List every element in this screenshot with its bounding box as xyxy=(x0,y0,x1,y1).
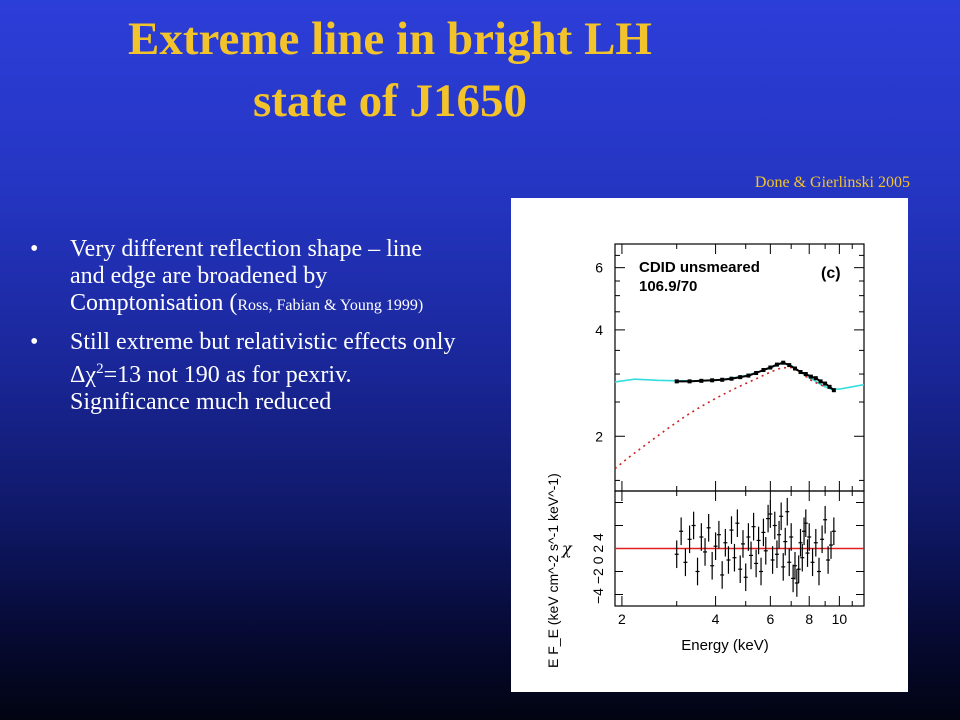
y-axis-label-top: E F_E (keV cm^-2 s^-1 keV^-1) xyxy=(545,473,561,668)
x-tick-label: 8 xyxy=(805,611,813,627)
bullet-text: Very different reflection shape – line a… xyxy=(70,236,423,316)
bullet-text: Still extreme but relativistic effects o… xyxy=(70,329,456,388)
annotation-line-2: 106.9/70 xyxy=(639,278,697,295)
spectrum-figure-svg: 2 4 6 2 4 6 8 10 −4 −2 0 2 4 CDID unsmeared 106… xyxy=(545,243,865,668)
panel-label: (c) xyxy=(821,265,841,282)
model-line-red-dashed xyxy=(614,366,826,470)
bullet-citation-close: ) xyxy=(417,297,424,314)
bullet-list: • Very different reflection shape – line… xyxy=(30,236,460,426)
bullet-text-cont: =13 not 190 as for pexriv. Significance … xyxy=(70,362,352,415)
x-tick-label: 10 xyxy=(832,611,848,627)
y-tick-label-top: 6 xyxy=(595,260,603,276)
figure-credit: Done & Gierlinski 2005 xyxy=(754,174,910,191)
y-tick-label-top: 4 xyxy=(595,322,603,338)
title-line-2: state of J1650 xyxy=(252,75,528,127)
x-tick-label: 2 xyxy=(618,611,626,627)
annotation-line-1: CDID unsmeared xyxy=(639,259,760,276)
x-tick-label: 6 xyxy=(766,611,774,627)
bullet-item: • Still extreme but relativistic effects… xyxy=(30,329,460,416)
y-tick-labels-bottom: −4 −2 0 2 4 xyxy=(590,533,606,604)
bottom-panel: 2 4 6 8 10 −4 −2 0 2 4 xyxy=(590,490,865,627)
bullet-dot: • xyxy=(30,329,39,355)
superscript: 2 xyxy=(96,361,104,377)
slide-title: Extreme line in bright LH state of J1650 xyxy=(60,8,720,132)
x-axis-label: Energy (keV) xyxy=(681,637,769,654)
y-tick-label-top: 2 xyxy=(595,428,603,444)
title-line-1: Extreme line in bright LH xyxy=(128,13,652,65)
data-series-line xyxy=(676,361,835,391)
chart-marks xyxy=(614,360,865,597)
bullet-dot: • xyxy=(30,236,39,262)
spectrum-figure: 2 4 6 2 4 6 8 10 −4 −2 0 2 4 CDID unsmeared 106… xyxy=(511,198,908,692)
bullet-item: • Very different reflection shape – line… xyxy=(30,236,460,319)
y-axis-label-bottom: χ xyxy=(561,539,573,558)
bullet-citation: Ross, Fabian & Young 1999 xyxy=(237,297,418,314)
x-tick-label: 4 xyxy=(712,611,720,627)
